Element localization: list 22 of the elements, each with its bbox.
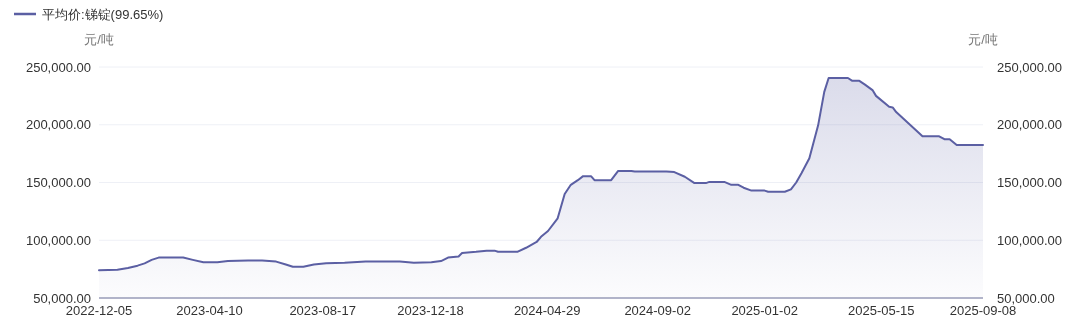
y2-tick-label: 250,000.00 [997, 59, 1063, 75]
y2-tick-label: 150,000.00 [997, 175, 1063, 191]
x-tick-label: 2025-09-08 [949, 303, 1017, 318]
legend-label: 平均价:锑锭(99.65%) [42, 6, 164, 22]
x-tick-label: 2024-04-29 [513, 303, 581, 318]
y-tick-label: 200,000.00 [25, 117, 91, 133]
y2-axis-title: 元/吨 [968, 32, 998, 47]
x-tick-label: 2023-12-18 [397, 303, 464, 318]
y-axis-title: 元/吨 [84, 32, 114, 47]
x-tick-label: 2023-04-10 [176, 303, 243, 318]
y2-tick-label: 100,000.00 [997, 232, 1063, 248]
y-tick-label: 250,000.00 [25, 59, 91, 75]
y-tick-label: 150,000.00 [25, 175, 91, 191]
x-tick-label: 2024-09-02 [624, 303, 691, 318]
x-tick-label: 2025-01-02 [731, 303, 798, 318]
x-tick-label: 2022-12-05 [65, 303, 133, 318]
x-tick-label: 2025-05-15 [848, 303, 915, 318]
y-tick-label: 100,000.00 [25, 232, 91, 248]
y2-tick-label: 200,000.00 [997, 117, 1063, 133]
y2-tick-label: 50,000.00 [997, 290, 1055, 306]
y-tick-label: 50,000.00 [33, 290, 91, 306]
x-tick-label: 2023-08-17 [289, 303, 356, 318]
